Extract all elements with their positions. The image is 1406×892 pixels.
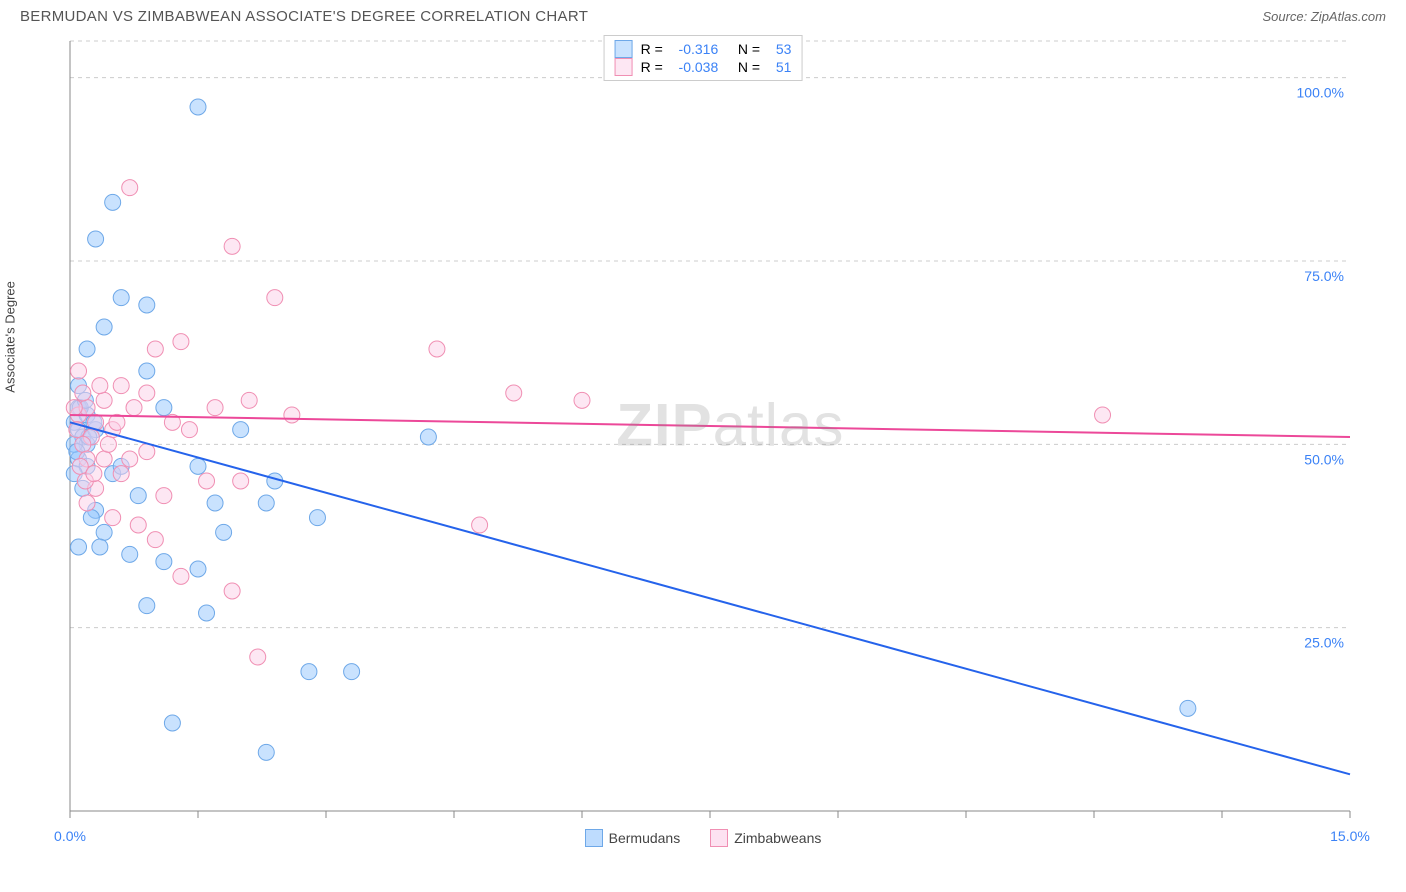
n-label: N = xyxy=(726,41,768,57)
r-value: -0.316 xyxy=(679,41,719,57)
data-point xyxy=(96,451,112,467)
data-point xyxy=(164,715,180,731)
data-point xyxy=(122,180,138,196)
data-point xyxy=(100,436,116,452)
data-point xyxy=(207,495,223,511)
regression-line xyxy=(70,422,1350,774)
data-point xyxy=(113,290,129,306)
data-point xyxy=(506,385,522,401)
data-point xyxy=(130,488,146,504)
source-attribution: Source: ZipAtlas.com xyxy=(1262,9,1386,24)
chart-container: Associate's Degree 25.0%50.0%75.0%100.0%… xyxy=(20,31,1386,851)
data-point xyxy=(344,664,360,680)
data-point xyxy=(88,231,104,247)
data-point xyxy=(190,458,206,474)
data-point xyxy=(147,532,163,548)
data-point xyxy=(173,334,189,350)
data-point xyxy=(233,473,249,489)
data-point xyxy=(96,319,112,335)
stats-row: R = -0.038 N = 51 xyxy=(615,58,792,76)
data-point xyxy=(156,554,172,570)
correlation-scatter-chart: 25.0% 50.0% 75.0% 100.0% 0.0% 15.0% xyxy=(20,31,1386,851)
y-tick-label: 50.0% xyxy=(1304,451,1344,467)
data-point xyxy=(309,510,325,526)
data-point xyxy=(301,664,317,680)
data-point xyxy=(126,400,142,416)
data-point xyxy=(66,400,82,416)
source-label: Source: xyxy=(1262,9,1310,24)
y-tick-label: 100.0% xyxy=(1297,85,1344,101)
r-value: -0.038 xyxy=(679,59,719,75)
data-point xyxy=(1095,407,1111,423)
stats-row: R = -0.316 N = 53 xyxy=(615,40,792,58)
data-point xyxy=(224,583,240,599)
data-point xyxy=(1180,700,1196,716)
x-tick-label: 15.0% xyxy=(1330,828,1370,844)
data-point xyxy=(250,649,266,665)
r-label: R = xyxy=(641,41,671,57)
data-point xyxy=(258,744,274,760)
data-point xyxy=(79,495,95,511)
data-point xyxy=(122,451,138,467)
data-point xyxy=(224,238,240,254)
data-point xyxy=(156,488,172,504)
data-point xyxy=(96,524,112,540)
legend-swatch xyxy=(615,58,633,76)
data-point xyxy=(122,546,138,562)
r-label: R = xyxy=(641,59,671,75)
data-point xyxy=(156,400,172,416)
data-point xyxy=(190,99,206,115)
legend-swatch xyxy=(615,40,633,58)
data-point xyxy=(241,392,257,408)
data-point xyxy=(199,473,215,489)
stats-legend: R = -0.316 N = 53R = -0.038 N = 51 xyxy=(604,35,803,81)
data-point xyxy=(83,510,99,526)
data-point xyxy=(574,392,590,408)
data-point xyxy=(71,363,87,379)
data-point xyxy=(472,517,488,533)
data-point xyxy=(139,598,155,614)
data-point xyxy=(190,561,206,577)
data-point xyxy=(71,539,87,555)
data-point xyxy=(113,378,129,394)
data-point xyxy=(130,517,146,533)
data-point xyxy=(233,422,249,438)
regression-line xyxy=(70,415,1350,437)
data-point xyxy=(173,568,189,584)
y-axis-label: Associate's Degree xyxy=(3,281,18,393)
data-point xyxy=(105,510,121,526)
chart-title: BERMUDAN VS ZIMBABWEAN ASSOCIATE'S DEGRE… xyxy=(20,8,588,25)
data-point xyxy=(258,495,274,511)
data-point xyxy=(92,378,108,394)
data-point xyxy=(284,407,300,423)
data-point xyxy=(113,466,129,482)
data-point xyxy=(207,400,223,416)
n-label: N = xyxy=(726,59,768,75)
data-point xyxy=(147,341,163,357)
source-name: ZipAtlas.com xyxy=(1311,9,1386,24)
data-point xyxy=(139,297,155,313)
data-point xyxy=(105,194,121,210)
data-point xyxy=(139,363,155,379)
data-point xyxy=(96,392,112,408)
data-point xyxy=(139,444,155,460)
data-point xyxy=(75,436,91,452)
data-point xyxy=(79,341,95,357)
data-point xyxy=(267,290,283,306)
chart-header: BERMUDAN VS ZIMBABWEAN ASSOCIATE'S DEGRE… xyxy=(0,0,1406,31)
data-point xyxy=(139,385,155,401)
data-point xyxy=(181,422,197,438)
x-tick-label: 0.0% xyxy=(54,828,86,844)
n-value: 51 xyxy=(776,59,792,75)
data-point xyxy=(199,605,215,621)
data-point xyxy=(86,466,102,482)
data-point xyxy=(429,341,445,357)
y-tick-label: 25.0% xyxy=(1304,635,1344,651)
n-value: 53 xyxy=(776,41,792,57)
data-point xyxy=(92,539,108,555)
data-point xyxy=(75,385,91,401)
y-tick-label: 75.0% xyxy=(1304,268,1344,284)
data-point xyxy=(216,524,232,540)
data-point xyxy=(420,429,436,445)
